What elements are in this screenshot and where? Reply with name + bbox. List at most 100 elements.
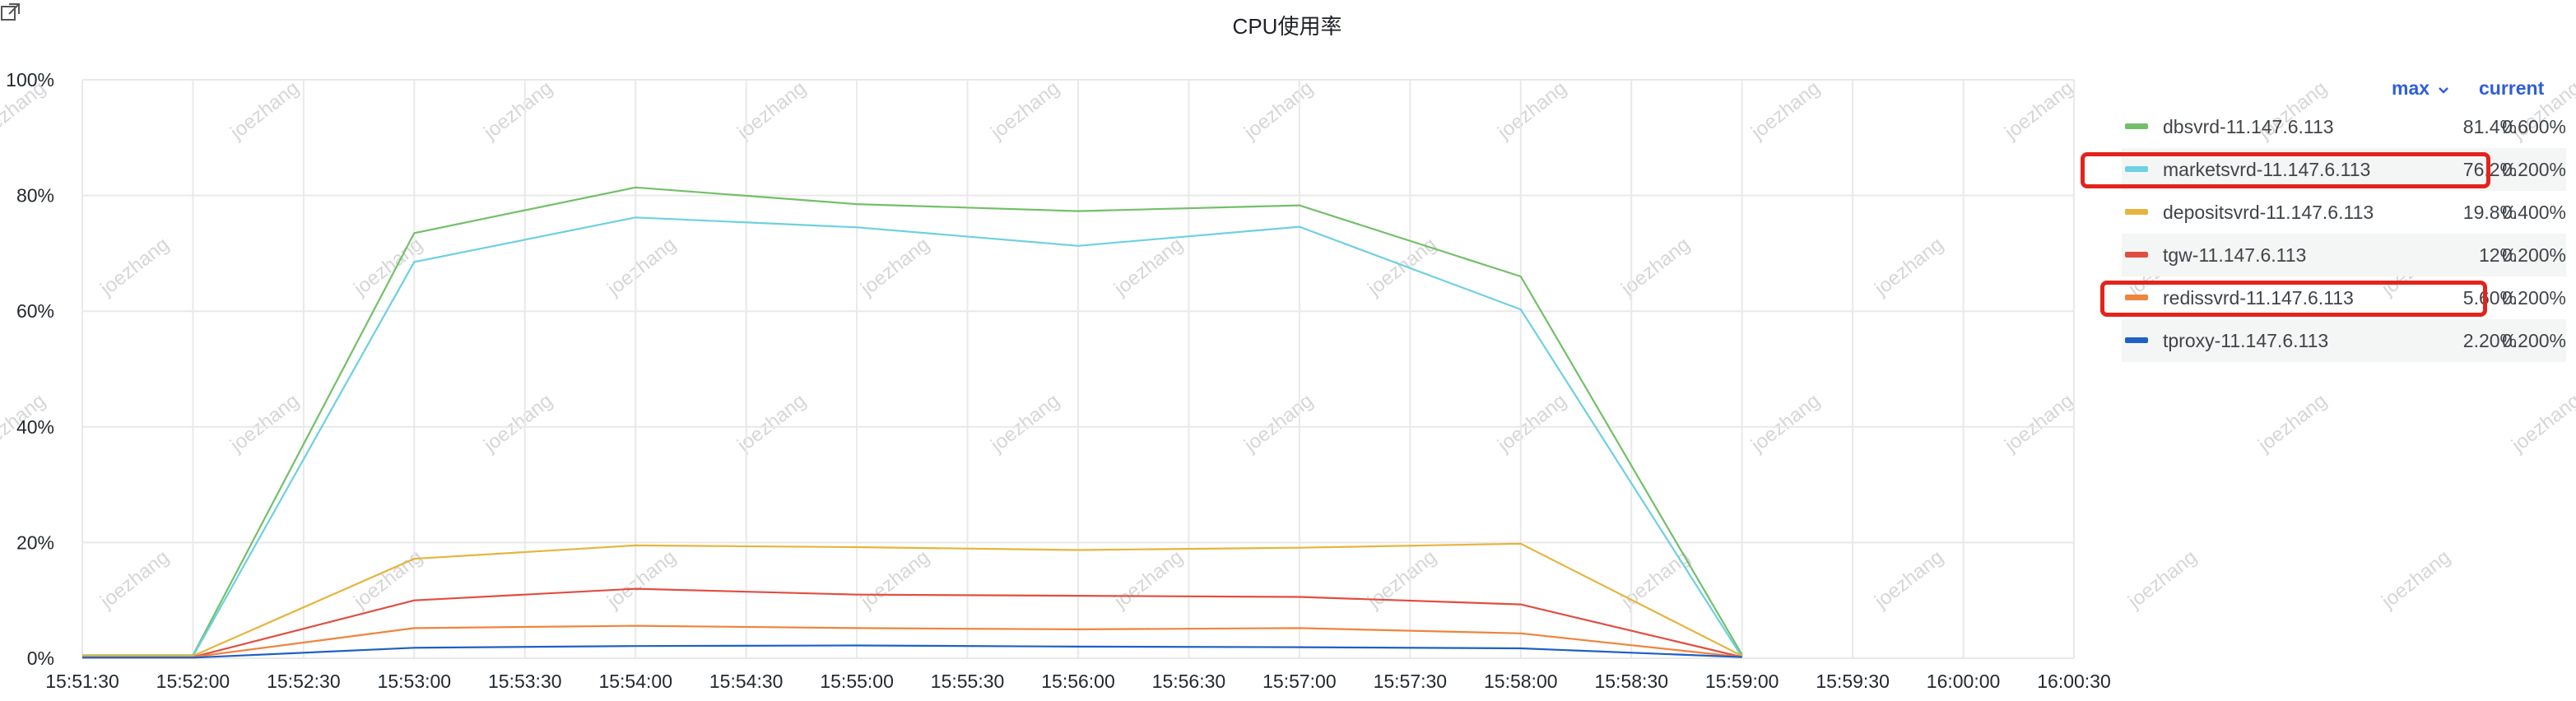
legend-swatch (2125, 209, 2148, 215)
watermark-text: joezhang (349, 233, 426, 300)
watermark-text: joezhang (95, 545, 173, 613)
legend-header: max current (2122, 74, 2566, 102)
chart-title: CPU使用率 (1233, 14, 1342, 39)
watermark-text: joezhang (986, 389, 1063, 457)
y-tick-label: 0% (27, 648, 54, 669)
watermark-text: joezhang (1239, 77, 1317, 144)
watermark-text: joezhang (732, 77, 810, 144)
legend-current-value: 0.200% (2501, 244, 2566, 266)
watermark-text: joezhang (602, 545, 680, 613)
watermark-text: joezhang (1363, 545, 1440, 613)
y-tick-label: 40% (16, 416, 54, 438)
x-tick-label: 15:58:30 (1594, 671, 1668, 692)
series-line-marketsvrd (82, 216, 1743, 658)
watermark-text: joezhang (226, 77, 303, 144)
legend-item-marketsvrd[interactable]: marketsvrd-11.147.6.113 76.2% 0.200% (2122, 148, 2566, 191)
legend-swatch (2125, 252, 2148, 258)
legend-current-value: 0.200% (2501, 287, 2566, 309)
legend: dbsvrd-11.147.6.113 81.4% 0.600% marketsvrd… (2122, 105, 2566, 362)
legend-series-name: dbsvrd-11.147.6.113 (2163, 116, 2334, 137)
watermark-text: joezhang (2253, 389, 2331, 457)
series-line-dbsvrd (82, 186, 1743, 657)
x-tick-label: 15:54:00 (598, 671, 672, 692)
watermark-text: joezhang (2123, 545, 2201, 613)
watermark-text: joezhang (1239, 389, 1317, 457)
x-tick-label: 15:52:30 (267, 671, 341, 692)
legend-swatch (2125, 337, 2148, 343)
y-tick-label: 20% (16, 532, 54, 553)
legend-item-tgw[interactable]: tgw-11.147.6.113 12% 0.200% (2122, 234, 2566, 276)
watermark-text: joezhang (1109, 545, 1187, 613)
y-tick-label: 80% (16, 185, 54, 207)
x-tick-label: 15:58:00 (1484, 671, 1558, 692)
legend-series-name: depositsvrd-11.147.6.113 (2163, 202, 2374, 223)
legend-current-column-header[interactable]: current (2479, 77, 2545, 99)
watermark-text: joezhang (479, 389, 556, 457)
legend-max-column-header[interactable]: max (2392, 77, 2449, 100)
watermark-text: joezhang (1493, 77, 1570, 144)
legend-current-value: 0.400% (2501, 202, 2566, 223)
chevron-down-icon (2439, 87, 2449, 94)
series-line-tproxy (82, 644, 1742, 659)
series-line-redissvrd (82, 624, 1742, 658)
series-line-depositsvrd (82, 542, 1743, 657)
legend-series-name: redissvrd-11.147.6.113 (2163, 287, 2354, 309)
legend-series-name: tproxy-11.147.6.113 (2163, 330, 2329, 351)
watermark-text: joezhang (1616, 545, 1694, 613)
plot-area (82, 186, 1743, 659)
x-tick-label: 15:51:30 (45, 671, 119, 692)
legend-max-value: 12% (2478, 244, 2517, 266)
legend-item-dbsvrd[interactable]: dbsvrd-11.147.6.113 81.4% 0.600% (2122, 105, 2566, 148)
legend-item-redissvrd[interactable]: redissvrd-11.147.6.113 5.60% 0.200% (2122, 276, 2566, 319)
x-tick-label: 15:59:00 (1705, 671, 1779, 692)
watermark-text: joezhang (732, 389, 810, 457)
watermark-text: joezhang (1493, 389, 1570, 457)
legend-current-value: 0.200% (2501, 159, 2566, 180)
legend-max-value: 19.8% (2462, 202, 2517, 223)
legend-item-depositsvrd[interactable]: depositsvrd-11.147.6.113 19.8% 0.400% (2122, 191, 2566, 234)
grid (81, 79, 2075, 659)
watermark-text: joezhang (1870, 545, 1947, 613)
x-tick-label: 15:57:30 (1374, 671, 1448, 692)
x-tick-label: 15:59:30 (1816, 671, 1890, 692)
watermark-text: joezhang (2507, 389, 2576, 457)
watermark-text: joezhang (986, 77, 1063, 144)
watermark-text: joezhang (1616, 233, 1694, 300)
external-link-icon[interactable] (0, 2, 21, 23)
legend-max-header-label: max (2392, 77, 2430, 99)
watermark-text: joezhang (856, 545, 933, 613)
x-tick-label: 15:52:00 (156, 671, 230, 692)
watermark-text: joezhang (226, 389, 303, 457)
legend-series-name: tgw-11.147.6.113 (2163, 244, 2307, 266)
watermark-text: joezhang (95, 233, 173, 300)
watermark-text: joezhang (349, 545, 426, 613)
legend-swatch (2125, 123, 2148, 129)
y-axis: 0% 20% 40% 60% 80% 100% (6, 69, 54, 669)
y-tick-label: 100% (6, 69, 54, 91)
watermark-text: joezhang (2377, 545, 2454, 613)
x-tick-label: 15:56:00 (1041, 671, 1115, 692)
watermark-text: joezhang (2000, 389, 2077, 457)
watermark-text: joezhang (602, 233, 680, 300)
legend-current-value: 0.200% (2501, 330, 2566, 351)
legend-series-name: marketsvrd-11.147.6.113 (2163, 159, 2371, 180)
annotation-highlight-box (2100, 281, 2487, 317)
legend-item-tproxy[interactable]: tproxy-11.147.6.113 2.20% 0.200% (2122, 319, 2566, 362)
x-tick-label: 15:57:00 (1262, 671, 1337, 692)
x-axis: 15:51:30 15:52:00 15:52:30 15:53:00 15:53:30… (45, 671, 2111, 692)
x-tick-label: 15:55:00 (820, 671, 894, 692)
watermark-text: joezhang (856, 233, 933, 300)
watermark-text: joezhang (1109, 233, 1187, 300)
legend-current-value: 0.600% (2501, 116, 2566, 137)
series-line-tgw (82, 587, 1742, 658)
legend-swatch (2125, 166, 2148, 172)
legend-max-value: 2.20% (2462, 330, 2517, 351)
x-tick-label: 15:53:00 (378, 671, 452, 692)
legend-max-value: 5.60% (2462, 287, 2517, 309)
legend-max-value: 81.4% (2462, 116, 2517, 137)
watermark-text: joezhang (1363, 233, 1440, 300)
y-tick-label: 60% (16, 300, 54, 322)
watermark-text: joezhang (1746, 77, 1824, 144)
x-tick-label: 16:00:00 (1927, 671, 2001, 692)
